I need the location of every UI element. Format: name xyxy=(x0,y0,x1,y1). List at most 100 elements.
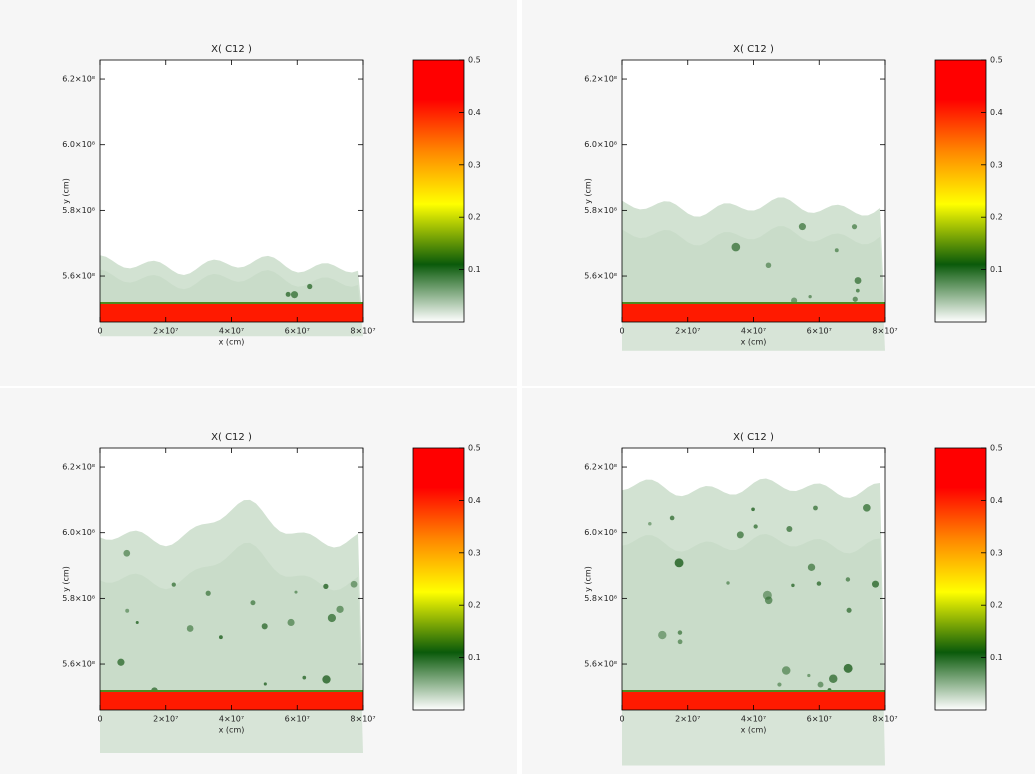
fuel-edge xyxy=(622,302,885,304)
vortex xyxy=(290,291,299,299)
vortex xyxy=(186,625,194,632)
x-tick-label: 0 xyxy=(97,715,102,724)
vortex xyxy=(762,590,772,600)
y-tick-label: 6.0×10⁸ xyxy=(62,528,95,537)
vortex xyxy=(294,590,298,594)
vortex xyxy=(674,558,684,568)
vortex xyxy=(302,675,307,680)
vortex xyxy=(855,288,860,293)
vortex xyxy=(816,581,822,586)
colorbar-tick-label: 0.2 xyxy=(468,213,481,222)
x-tick-label: 0 xyxy=(619,327,624,336)
vortex xyxy=(323,583,329,590)
colorbar-tick-label: 0.3 xyxy=(468,548,481,557)
vortex xyxy=(786,526,793,532)
colorbar-tick-label: 0.3 xyxy=(990,160,1003,169)
chart-title: X( C12 ) xyxy=(211,44,252,55)
x-tick-label: 4×10⁷ xyxy=(219,327,244,336)
vortex xyxy=(854,277,862,284)
vortex xyxy=(807,563,816,571)
colorbar-tick-label: 0.2 xyxy=(990,213,1003,222)
colorbar-tick-label: 0.5 xyxy=(468,444,481,453)
colorbar-tick-label: 0.3 xyxy=(990,548,1003,557)
vortex xyxy=(813,505,818,511)
chart-title: X( C12 ) xyxy=(733,44,774,55)
panel: X( C12 ) x (cm) y (cm) 0 2×10⁷ 4×10⁷ 6×10⁷ 8×10… xyxy=(0,0,517,386)
vortex xyxy=(852,296,858,302)
vortex xyxy=(753,524,758,529)
x-tick-label: 2×10⁷ xyxy=(153,327,178,336)
vortex xyxy=(307,283,313,290)
vortex xyxy=(350,580,358,588)
colorbar-tick-label: 0.1 xyxy=(468,265,481,274)
x-axis-label: x (cm) xyxy=(219,726,245,735)
vortex xyxy=(843,663,853,673)
panel: X( C12 ) x (cm) y (cm) 0 2×10⁷ 4×10⁷ 6×10⁷ 8×10… xyxy=(0,388,517,774)
vortex xyxy=(731,242,741,252)
vortex xyxy=(287,618,295,627)
vortex xyxy=(250,600,256,606)
colorbar-tick-label: 0.2 xyxy=(990,601,1003,610)
colorbar xyxy=(934,447,987,711)
y-axis-label: y (cm) xyxy=(584,178,593,204)
colorbar xyxy=(412,59,465,323)
colorbar-tick-label: 0.1 xyxy=(468,653,481,662)
fuel-edge xyxy=(100,690,363,692)
colorbar-tick-label: 0.1 xyxy=(990,653,1003,662)
colorbar xyxy=(412,447,465,711)
x-tick-label: 8×10⁷ xyxy=(872,327,897,336)
x-axis-label: x (cm) xyxy=(741,338,767,347)
x-tick-label: 4×10⁷ xyxy=(741,327,766,336)
vortex xyxy=(791,583,795,588)
colorbar-tick-label: 0.4 xyxy=(990,108,1003,117)
vortex xyxy=(135,620,139,624)
colorbar-tick-label: 0.5 xyxy=(468,56,481,65)
x-tick-label: 6×10⁷ xyxy=(807,715,832,724)
vortex xyxy=(285,291,291,297)
vortex xyxy=(777,682,782,687)
vortex xyxy=(781,666,791,675)
x-tick-label: 4×10⁷ xyxy=(219,715,244,724)
vortex xyxy=(336,605,344,613)
y-tick-label: 5.6×10⁸ xyxy=(62,272,95,281)
colorbar-tick-label: 0.3 xyxy=(468,160,481,169)
vortex xyxy=(205,590,211,596)
vortex xyxy=(677,639,683,645)
vortex xyxy=(798,223,806,231)
vortex xyxy=(677,630,683,635)
vortex xyxy=(845,577,851,582)
vortex xyxy=(648,522,652,526)
vortex xyxy=(817,681,824,688)
y-tick-label: 6.2×10⁸ xyxy=(62,75,95,84)
x-tick-label: 0 xyxy=(619,715,624,724)
x-tick-label: 6×10⁷ xyxy=(285,327,310,336)
vortex xyxy=(322,675,331,684)
vortex xyxy=(726,581,730,585)
vortex xyxy=(808,294,812,299)
x-tick-label: 2×10⁷ xyxy=(675,327,700,336)
vortex xyxy=(218,635,223,640)
x-tick-label: 2×10⁷ xyxy=(153,715,178,724)
vortex xyxy=(765,262,772,269)
y-tick-label: 5.8×10⁸ xyxy=(62,594,95,603)
y-axis-label: y (cm) xyxy=(62,566,71,592)
colorbar-tick-label: 0.5 xyxy=(990,444,1003,453)
x-tick-label: 8×10⁷ xyxy=(350,715,375,724)
y-tick-label: 5.6×10⁸ xyxy=(62,660,95,669)
colorbar-tick-label: 0.4 xyxy=(990,496,1003,505)
y-axis-label: y (cm) xyxy=(584,566,593,592)
vortex xyxy=(846,607,852,613)
fuel-edge xyxy=(622,690,885,692)
y-tick-label: 5.8×10⁸ xyxy=(584,206,617,215)
x-tick-label: 8×10⁷ xyxy=(872,715,897,724)
x-tick-label: 0 xyxy=(97,327,102,336)
x-tick-label: 2×10⁷ xyxy=(675,715,700,724)
y-tick-label: 5.8×10⁸ xyxy=(584,594,617,603)
panel: X( C12 ) x (cm) y (cm) 0 2×10⁷ 4×10⁷ 6×10⁷ 8×10… xyxy=(522,388,1035,774)
vortex xyxy=(171,582,176,587)
vortex xyxy=(658,630,667,640)
y-tick-label: 6.0×10⁸ xyxy=(62,140,95,149)
vortex xyxy=(834,248,839,253)
colorbar-tick-label: 0.1 xyxy=(990,265,1003,274)
